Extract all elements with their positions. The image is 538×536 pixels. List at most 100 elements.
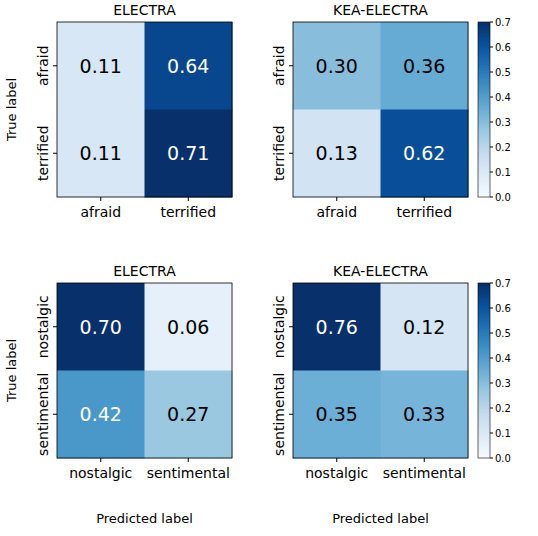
x-tick-label: terrified bbox=[396, 204, 452, 220]
data-label: 0.33 bbox=[403, 403, 445, 425]
x-tick-label: afraid bbox=[80, 204, 121, 220]
tick bbox=[289, 153, 293, 154]
axis-label: True label bbox=[4, 78, 19, 142]
cell bbox=[381, 110, 469, 198]
data-label: 0.62 bbox=[403, 142, 445, 164]
colorbar: 0.00.10.20.30.40.50.60.7 bbox=[478, 278, 511, 464]
colorbar-step bbox=[478, 283, 490, 286]
tick bbox=[336, 458, 337, 462]
x-tick-label: nostalgic bbox=[305, 465, 368, 481]
cell bbox=[145, 283, 233, 371]
data-label: 0.27 bbox=[167, 403, 209, 425]
colorbar-tick-label: 0.4 bbox=[495, 92, 511, 103]
tick bbox=[188, 458, 189, 462]
data-label: 0.11 bbox=[80, 142, 122, 164]
x-tick-label: afraid bbox=[316, 204, 357, 220]
tick bbox=[53, 153, 57, 154]
cell bbox=[381, 283, 469, 371]
x-tick-label: sentimental bbox=[383, 465, 466, 481]
cell bbox=[381, 22, 469, 110]
tick bbox=[424, 197, 425, 201]
colorbar-tick-label: 0.1 bbox=[495, 167, 511, 178]
y-tick-label: nostalgic bbox=[271, 295, 287, 358]
heatmap: ELECTRA 0.11 0.64 0.11 0.71 afraid terrified af… bbox=[4, 2, 233, 220]
cell bbox=[57, 22, 145, 110]
data-label: 0.30 bbox=[316, 55, 358, 77]
data-label: 0.71 bbox=[167, 142, 209, 164]
colorbar-tick bbox=[490, 408, 493, 409]
cell bbox=[381, 371, 469, 459]
frame bbox=[57, 283, 232, 458]
colorbar-step bbox=[478, 22, 490, 25]
data-label: 0.06 bbox=[167, 316, 209, 338]
figure: ELECTRA 0.11 0.64 0.11 0.71 afraid terrified af… bbox=[0, 0, 538, 536]
axis-label: True label bbox=[4, 339, 19, 403]
title: ELECTRA bbox=[113, 2, 176, 18]
cell bbox=[293, 283, 381, 371]
data-label: 0.42 bbox=[80, 403, 122, 425]
colorbar-tick-label: 0.5 bbox=[495, 67, 511, 78]
tick bbox=[289, 326, 293, 327]
data-label: 0.64 bbox=[167, 55, 209, 77]
colorbar-tick-label: 0.4 bbox=[495, 353, 511, 364]
frame bbox=[293, 22, 468, 197]
heatmap: KEA-ELECTRA0.300.360.130.62afraidterrifi… bbox=[271, 2, 469, 220]
data-label: 0.76 bbox=[316, 316, 358, 338]
data-label: 0.35 bbox=[316, 403, 358, 425]
tick bbox=[100, 197, 101, 201]
data-label: 0.11 bbox=[80, 55, 122, 77]
tick bbox=[53, 414, 57, 415]
colorbar-tick-label: 0.7 bbox=[495, 17, 511, 28]
y-tick-label: afraid bbox=[271, 45, 287, 86]
colorbar-tick bbox=[490, 72, 493, 73]
colorbar-tick bbox=[490, 122, 493, 123]
title: KEA-ELECTRA bbox=[333, 2, 428, 18]
y-tick-label: sentimental bbox=[271, 373, 287, 456]
data-label: 0.70 bbox=[80, 316, 122, 338]
y-tick-label: terrified bbox=[35, 125, 51, 181]
colorbar-tick-label: 0.3 bbox=[495, 117, 511, 128]
tick bbox=[424, 458, 425, 462]
colorbar-tick bbox=[490, 383, 493, 384]
axis-label: Predicted label bbox=[332, 511, 429, 526]
colorbar-tick-label: 0.5 bbox=[495, 328, 511, 339]
colorbar-tick-label: 0.7 bbox=[495, 278, 511, 289]
cell bbox=[293, 22, 381, 110]
colorbar-tick bbox=[490, 358, 493, 359]
tick bbox=[336, 197, 337, 201]
heatmap: ELECTRA 0.70 0.06 0.42 0.27 nostalgic sentimen… bbox=[4, 263, 233, 526]
tick bbox=[100, 458, 101, 462]
x-tick-label: terrified bbox=[160, 204, 216, 220]
cell bbox=[145, 371, 233, 459]
heatmap: KEA-ELECTRA 0.76 0.12 0.35 0.33 nostalgic sent… bbox=[271, 263, 469, 526]
colorbar-tick bbox=[490, 283, 493, 284]
colorbar-tick bbox=[490, 433, 493, 434]
title: ELECTRA bbox=[113, 263, 176, 279]
cell bbox=[145, 22, 233, 110]
colorbar-tick-label: 0.3 bbox=[495, 378, 511, 389]
cell bbox=[145, 110, 233, 198]
title: KEA-ELECTRA bbox=[333, 263, 428, 279]
y-tick-label: sentimental bbox=[35, 373, 51, 456]
data-label: 0.12 bbox=[403, 316, 445, 338]
colorbar-tick-label: 0.0 bbox=[495, 453, 511, 464]
tick bbox=[53, 326, 57, 327]
colorbar-tick bbox=[490, 47, 493, 48]
tick bbox=[188, 197, 189, 201]
colorbar-tick bbox=[490, 172, 493, 173]
colorbar-tick-label: 0.1 bbox=[495, 428, 511, 439]
y-tick-label: terrified bbox=[271, 125, 287, 181]
x-tick-label: sentimental bbox=[147, 465, 230, 481]
tick bbox=[53, 65, 57, 66]
cell bbox=[57, 283, 145, 371]
colorbar-tick-label: 0.6 bbox=[495, 303, 511, 314]
y-tick-label: afraid bbox=[35, 45, 51, 86]
y-tick-label: nostalgic bbox=[35, 295, 51, 358]
colorbar-tick bbox=[490, 308, 493, 309]
axis-label: Predicted label bbox=[96, 511, 193, 526]
data-label: 0.13 bbox=[316, 142, 358, 164]
colorbar-frame bbox=[478, 283, 490, 458]
colorbar-tick bbox=[490, 22, 493, 23]
colorbar-tick bbox=[490, 97, 493, 98]
colorbar-tick-label: 0.0 bbox=[495, 192, 511, 203]
